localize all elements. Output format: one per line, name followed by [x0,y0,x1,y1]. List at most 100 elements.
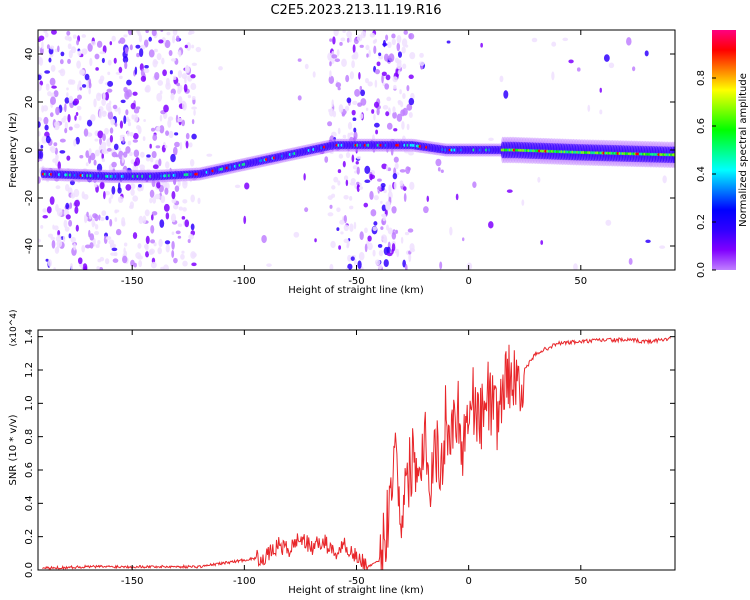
heatmap-cell [151,150,157,159]
heatmap-cell [114,217,118,222]
heatmap-cell [384,83,390,90]
heatmap-cell [182,180,188,189]
heatmap-cell [52,158,58,163]
snr-x-axis: -150 -100 -50 0 50 [121,330,587,587]
heatmap-cell [401,46,406,54]
y-tick-label: 1.4 [24,329,35,345]
heatmap-cell [347,263,353,270]
heatmap-cell [293,231,300,238]
heatmap-cell [344,105,350,112]
heatmap-cell [603,54,610,62]
heatmap-cell [392,76,398,83]
heatmap-cell [402,63,407,70]
heatmap-cell [312,71,316,78]
heatmap-cell [455,193,459,201]
y-tick-label: -40 [24,238,35,254]
heatmap-cell [68,219,73,227]
heatmap-cell [87,43,93,52]
heatmap-cell [186,42,192,51]
heatmap-cell [387,227,393,235]
figure-title: C2E5.2023.213.11.19.R16 [270,3,441,18]
heatmap-cell [86,119,93,127]
heatmap-cell [381,213,387,218]
heatmap-cell [632,66,636,72]
heatmap-cell [59,138,66,143]
heatmap-cell [94,149,100,157]
heatmap-cell [367,242,373,251]
heatmap-cell [86,211,89,218]
heatmap-cell [44,70,51,74]
heatmap-cell [142,215,147,224]
heatmap-cell [53,267,56,270]
heatmap-cell [364,179,371,184]
heatmap-cell [66,155,71,161]
heatmap-cell [387,41,392,49]
colorbar-gradient [712,30,736,270]
heatmap-cell [133,149,140,158]
heatmap-cell [38,238,41,243]
heatmap-cell [75,112,79,116]
heatmap-cell [80,262,84,269]
spectrogram-heatmap [38,30,675,270]
heatmap-cell [170,153,176,163]
heatmap-cell [480,42,483,48]
heatmap-cell [149,189,155,198]
heatmap-cell [94,138,99,142]
heatmap-cell [373,221,378,226]
heatmap-cell [142,136,146,141]
heatmap-cell [359,44,364,48]
heatmap-cell [150,127,156,132]
heatmap-cell [46,44,50,50]
heatmap-cell [134,157,141,166]
heatmap-cell [81,84,87,88]
heatmap-cell [435,158,442,167]
heatmap-cell [145,251,150,258]
heatmap-cell [188,233,194,240]
heatmap-cell [65,202,70,210]
heatmap-cell [329,204,333,209]
heatmap-cell [183,83,188,93]
heatmap-cell [190,251,196,259]
heatmap-cell [190,74,196,79]
heatmap-cell [182,260,188,267]
heatmap-cell [97,239,101,245]
heatmap-cell [117,195,124,203]
heatmap-cell [364,165,371,175]
heatmap-cell [133,132,139,140]
y-tick-label: 0.6 [24,462,35,478]
heatmap-cell [68,126,73,131]
y-tick-label: 0 [24,147,35,153]
heatmap-cell [157,247,162,255]
heatmap-cell [150,239,156,244]
heatmap-cell [132,139,139,143]
heatmap-cell [397,51,403,58]
heatmap-cell [133,108,140,114]
heatmap-cell [177,223,183,227]
heatmap-cell [171,191,176,200]
heatmap-cell [57,161,61,170]
heatmap-cell [181,216,186,220]
heatmap-cell [51,30,57,35]
heatmap-cell [49,45,55,50]
colorbar-ticks: 0.0 0.2 0.4 0.6 0.8 [696,70,716,278]
heatmap-cell [197,197,201,205]
heatmap-cell [396,113,403,122]
heatmap-cell [125,146,131,154]
heatmap-cell [73,139,77,147]
heatmap-cell [562,37,569,42]
heatmap-cell [170,92,175,101]
heatmap-cell [349,71,355,80]
heatmap-cell [174,185,180,192]
heatmap-cell [56,208,63,217]
heatmap-cell [374,259,381,266]
heatmap-cell [400,236,404,244]
heatmap-cell [150,224,155,234]
heatmap-cell [93,98,97,108]
heatmap-cell [329,61,332,67]
heatmap-cell [396,248,400,258]
heatmap-cell [336,227,340,231]
snr-y-multiplier: (x10^4) [9,309,19,346]
x-tick-label: -50 [348,276,364,287]
heatmap-cell [152,196,157,204]
heatmap-cell [134,66,138,75]
